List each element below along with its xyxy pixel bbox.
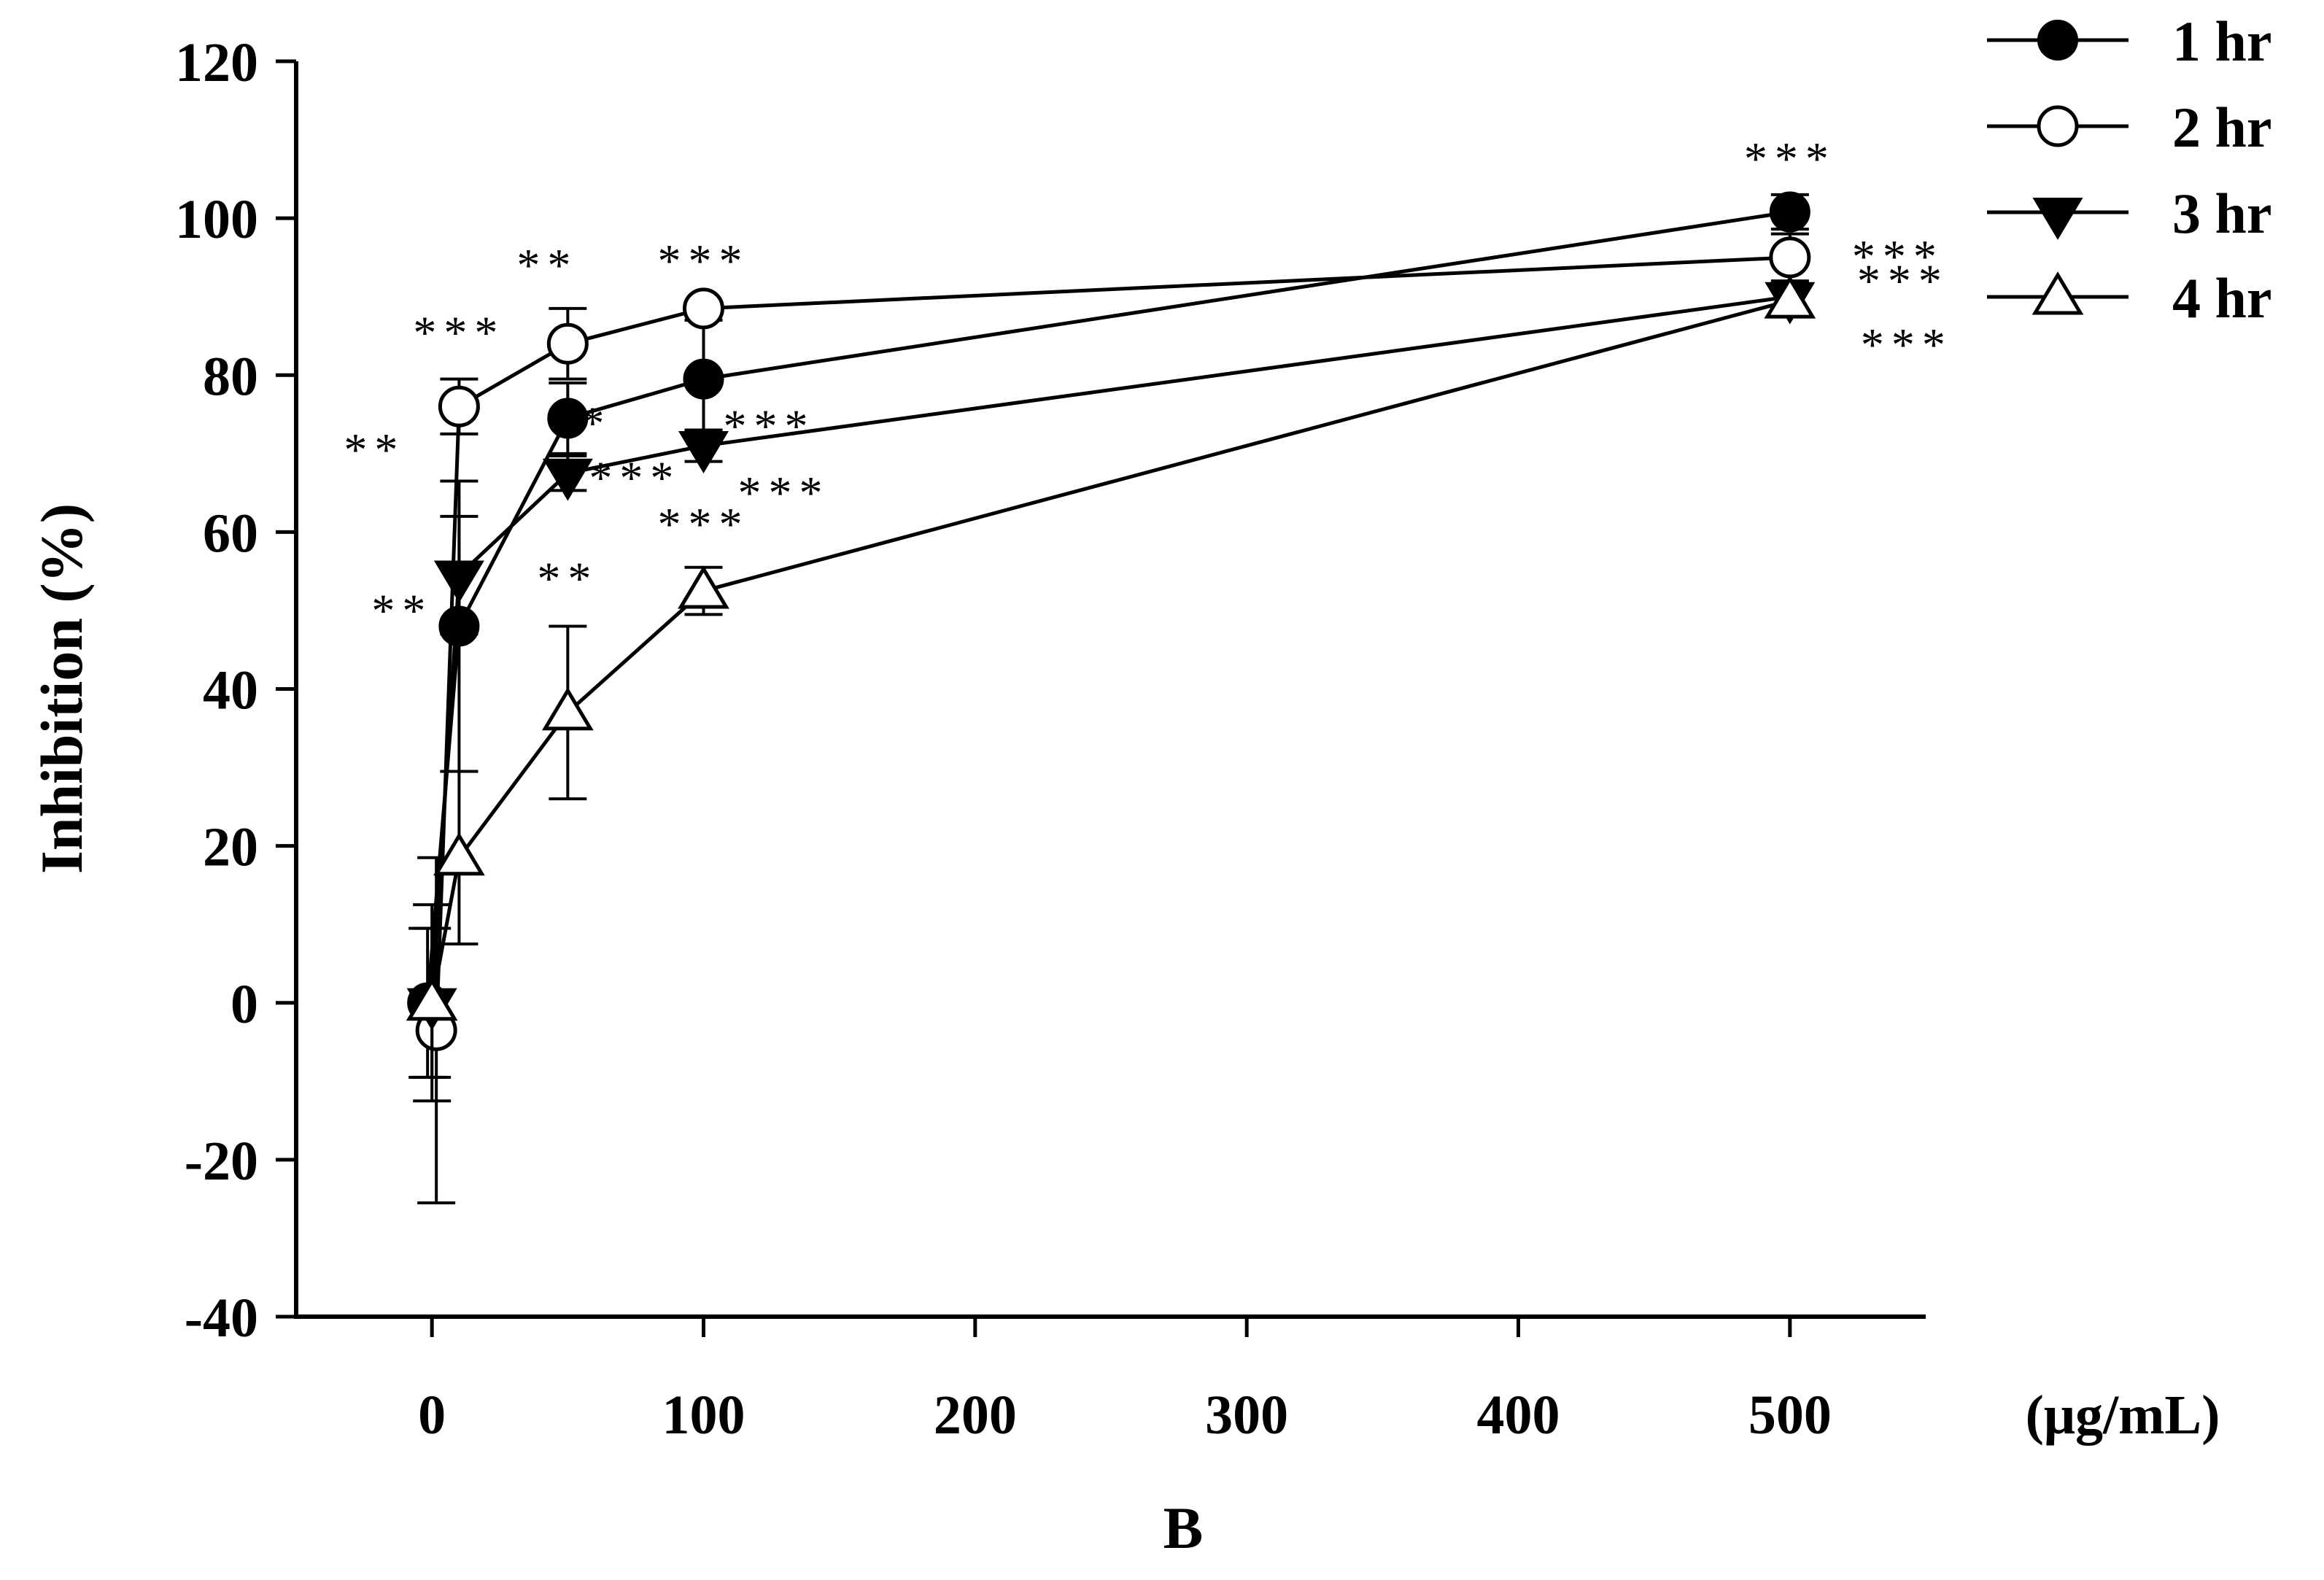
x-ticks: 0 100 200 300 400 500 bbox=[418, 1317, 1832, 1446]
y-tick-label: 80 bbox=[203, 346, 258, 407]
significance-label: ** bbox=[537, 552, 598, 604]
marker-open-triangle bbox=[2031, 271, 2084, 315]
y-tick-label: 20 bbox=[203, 817, 258, 878]
y-ticks: -40 -20 0 20 40 60 80 100 120 bbox=[175, 32, 296, 1349]
marker-filled-circle bbox=[1769, 191, 1810, 233]
series-line bbox=[430, 298, 1791, 1004]
marker-open-circle bbox=[438, 385, 480, 427]
legend-label: 3 hr bbox=[2172, 182, 2272, 245]
marker-open-circle bbox=[683, 287, 724, 330]
x-tick-label: 300 bbox=[1205, 1385, 1288, 1446]
marker-open-triangle bbox=[433, 832, 485, 876]
series-3-hr: ***** ****** bbox=[344, 255, 1949, 1103]
x-tick-label: 0 bbox=[418, 1385, 446, 1446]
x-unit-label: (μg/mL) bbox=[2026, 1385, 2220, 1446]
legend-label: 4 hr bbox=[2172, 266, 2272, 330]
marker-filled-circle bbox=[2037, 20, 2078, 61]
x-tick-label: 500 bbox=[1748, 1385, 1832, 1446]
y-tick-label: 0 bbox=[231, 974, 258, 1035]
plot-area: **** *********** *** ******** ************** bbox=[344, 133, 1953, 1205]
x-axis-title: B bbox=[1163, 1495, 1204, 1561]
series-line bbox=[425, 210, 1791, 1003]
marker-filled-triangle bbox=[2032, 198, 2083, 240]
series-1-hr: **** ****** bbox=[371, 133, 1836, 1079]
significance-label: *** bbox=[589, 452, 681, 504]
significance-label: *** bbox=[1861, 319, 1953, 371]
significance-label: *** bbox=[1744, 133, 1836, 185]
y-tick-label: 100 bbox=[175, 189, 258, 250]
legend-item-3-hr: 3 hr bbox=[1987, 182, 2272, 245]
y-tick-label: 40 bbox=[203, 660, 258, 721]
marker-open-circle bbox=[546, 322, 589, 365]
legend-label: 2 hr bbox=[2172, 96, 2272, 159]
significance-label: *** bbox=[658, 498, 750, 550]
marker-filled-triangle bbox=[678, 431, 729, 473]
marker-open-triangle bbox=[1764, 275, 1816, 319]
significance-label: *** bbox=[413, 307, 505, 359]
significance-label: *** bbox=[1857, 255, 1949, 307]
significance-label: *** bbox=[658, 235, 750, 287]
legend-item-2-hr: 2 hr bbox=[1987, 96, 2272, 159]
marker-filled-triangle bbox=[433, 560, 484, 603]
x-tick-label: 400 bbox=[1477, 1385, 1560, 1446]
legend-item-4-hr: 4 hr bbox=[1987, 266, 2272, 330]
significance-label: ** bbox=[371, 584, 433, 636]
marker-open-triangle bbox=[678, 565, 729, 609]
significance-label: ** bbox=[344, 424, 405, 476]
series-line bbox=[434, 255, 1790, 1031]
y-axis: -40 -20 0 20 40 60 80 100 120 bbox=[175, 32, 298, 1349]
y-tick-label: 120 bbox=[175, 32, 258, 93]
series-4-hr: ******** bbox=[406, 275, 1953, 1079]
significance-label: *** bbox=[724, 400, 816, 452]
legend: 1 hr 2 hr 3 hr 4 hr bbox=[1987, 9, 2272, 330]
significance-label: *** bbox=[738, 467, 830, 519]
legend-item-1-hr: 1 hr bbox=[1987, 9, 2272, 73]
significance-label: ** bbox=[550, 397, 611, 449]
marker-filled-circle bbox=[683, 358, 724, 400]
legend-label: 1 hr bbox=[2172, 9, 2272, 73]
marker-open-triangle bbox=[541, 686, 594, 731]
marker-open-circle bbox=[2037, 105, 2079, 147]
y-tick-label: -40 bbox=[185, 1287, 258, 1349]
x-tick-label: 100 bbox=[662, 1385, 745, 1446]
x-axis: 0 100 200 300 400 500 bbox=[294, 1314, 1926, 1446]
marker-open-triangle bbox=[406, 977, 458, 1021]
marker-filled-circle bbox=[547, 398, 589, 439]
y-axis-title: Inhibition (%) bbox=[28, 503, 95, 874]
marker-filled-triangle bbox=[542, 458, 593, 501]
y-tick-label: -20 bbox=[185, 1131, 258, 1192]
marker-open-circle bbox=[1769, 236, 1811, 279]
series-2-hr: ***** *** *** bbox=[413, 231, 1944, 1205]
significance-label: ** bbox=[516, 239, 578, 291]
y-tick-label: 60 bbox=[203, 503, 258, 564]
significance-label: *** bbox=[1852, 231, 1944, 282]
x-tick-label: 200 bbox=[934, 1385, 1017, 1446]
